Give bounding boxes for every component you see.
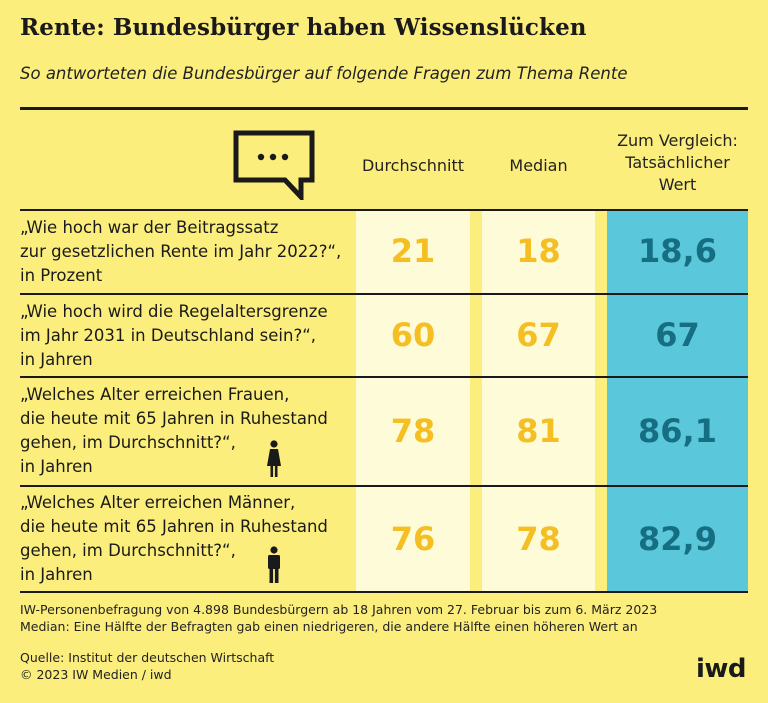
column-header-actual-line: Wert — [658, 175, 697, 194]
column-header-median: Median — [509, 156, 568, 175]
actual-value: 86,1 — [638, 412, 717, 450]
median-value: 78 — [516, 520, 561, 558]
chart-title: Rente: Bundesbürger haben Wissenslücken — [20, 14, 587, 41]
question-line: in Prozent — [20, 266, 103, 285]
source-line: Quelle: Institut der deutschen Wirtschaf… — [20, 650, 275, 665]
average-value: 60 — [390, 316, 436, 354]
question-line: die heute mit 65 Jahren in Ruhestand — [20, 409, 328, 428]
woman-icon — [267, 440, 281, 477]
source-note: Quelle: Institut der deutschen Wirtschaf… — [20, 649, 274, 683]
man-icon — [268, 546, 280, 583]
row-divider — [20, 591, 748, 593]
row-divider — [20, 209, 748, 211]
question-line: „Wie hoch wird die Regelaltersgrenze — [20, 302, 328, 321]
question-text: „Wie hoch war der Beitragssatz zur geset… — [20, 216, 341, 288]
question-line: gehen, im Durchschnitt?“, — [20, 433, 236, 452]
average-value: 76 — [390, 520, 436, 558]
question-line: die heute mit 65 Jahren in Ruhestand — [20, 517, 328, 536]
copyright-line: © 2023 IW Medien / iwd — [20, 667, 172, 682]
column-header-actual-line: Tatsächlicher — [625, 153, 730, 172]
question-line: in Jahren — [20, 457, 93, 476]
median-value: 18 — [516, 232, 561, 270]
row-divider — [20, 293, 748, 295]
question-line: „Welches Alter erreichen Männer, — [20, 493, 296, 512]
question-line: im Jahr 2031 in Deutschland sein?“, — [20, 326, 317, 345]
column-header-average: Durchschnitt — [361, 156, 465, 175]
actual-column — [607, 210, 748, 592]
actual-value: 82,9 — [638, 520, 717, 558]
column-header-actual-line: Zum Vergleich: — [617, 131, 738, 150]
median-column — [482, 210, 595, 592]
row-divider — [20, 376, 748, 378]
question-text: „Welches Alter erreichen Frauen, die heu… — [20, 383, 328, 479]
average-value: 21 — [390, 232, 436, 270]
footnotes: IW-Personenbefragung von 4.898 Bundesbür… — [20, 601, 657, 635]
average-value: 78 — [390, 412, 436, 450]
average-column — [356, 210, 470, 592]
question-line: zur gesetzlichen Rente im Jahr 2022?“, — [20, 242, 342, 261]
header-rule — [20, 107, 748, 110]
question-line: in Jahren — [20, 350, 93, 369]
median-value: 81 — [516, 412, 561, 450]
question-text: „Wie hoch wird die Regelaltersgrenze im … — [20, 300, 328, 372]
footnote-line: IW-Personenbefragung von 4.898 Bundesbür… — [20, 602, 658, 617]
row-divider — [20, 485, 748, 487]
question-line: gehen, im Durchschnitt?“, — [20, 541, 236, 560]
chart-subtitle: So antworteten die Bundesbürger auf folg… — [20, 64, 628, 83]
question-line: in Jahren — [20, 565, 93, 584]
actual-value: 67 — [655, 316, 700, 354]
median-value: 67 — [516, 316, 561, 354]
iwd-logo: iwd — [695, 654, 747, 684]
footnote-line: Median: Eine Hälfte der Befragten gab ei… — [20, 619, 638, 634]
question-text: „Welches Alter erreichen Männer, die heu… — [20, 491, 328, 587]
actual-value: 18,6 — [638, 232, 717, 270]
speech-bubble-icon — [233, 130, 315, 200]
column-header-actual: Zum Vergleich: Tatsächlicher Wert — [600, 130, 755, 196]
question-line: „Wie hoch war der Beitragssatz — [20, 218, 279, 237]
question-line: „Welches Alter erreichen Frauen, — [20, 385, 290, 404]
